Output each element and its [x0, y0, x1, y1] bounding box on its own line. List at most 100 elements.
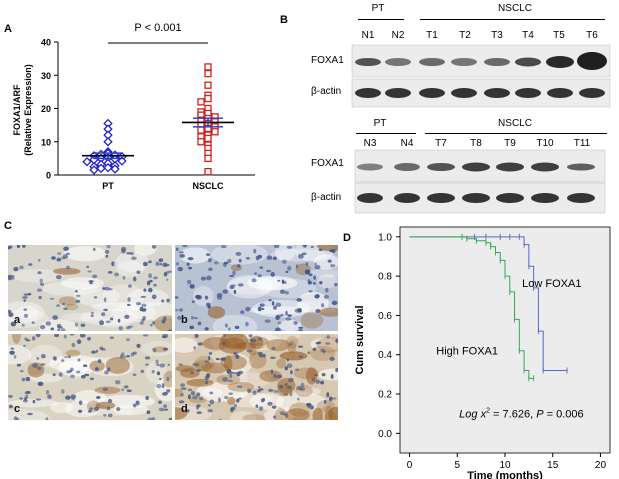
blot-band — [484, 88, 510, 98]
panel-d-high-label: High FOXA1 — [436, 346, 498, 358]
ihc-image-d: d — [175, 334, 338, 420]
panel-a-point-pt — [117, 156, 127, 166]
panel-a-ytick-label: 10 — [41, 137, 51, 147]
panel-a-category-label: PT — [102, 181, 114, 191]
blot-band — [451, 58, 477, 66]
panel-d-ytick-label: 0.8 — [378, 272, 392, 283]
ihc-label-b: b — [181, 314, 188, 326]
panel-a-point-nsclc — [204, 69, 212, 78]
panel-d-xtick-label: 5 — [454, 460, 460, 471]
blot-bottom-foxa1-label: FOXA1 — [311, 158, 344, 169]
panel-a-point-pt — [89, 165, 99, 175]
blot-band — [547, 88, 573, 98]
panel-d-survival-chart: 0.0 0.2 0.4 0.6 0.8 1.0 0 5 10 15 20 Cum survival Ti… — [354, 226, 611, 479]
blot-band — [427, 193, 455, 203]
panel-d-xtick-label: 20 — [595, 460, 607, 471]
blot-bottom-lane-n4: N4 — [400, 138, 414, 149]
panel-a-category-label: NSCLC — [193, 181, 224, 191]
blot-top-lane-t2: T2 — [459, 30, 471, 41]
blot-bottom-foxa1-band — [354, 149, 606, 183]
blot-band — [531, 162, 559, 172]
blot-bottom-group-nsclc-line — [425, 133, 607, 134]
blot-bottom-lane-t10: T10 — [536, 138, 554, 149]
blot-bottom-group-nsclc: NSCLC — [498, 118, 532, 129]
blot-band — [451, 88, 477, 98]
panel-a-point-nsclc — [204, 94, 212, 103]
blot-top-lane-n2: N2 — [391, 30, 405, 41]
panel-d-statistic: Log x2 = 7.626, P = 0.006 — [459, 408, 583, 421]
blot-band — [355, 88, 381, 98]
blot-bottom-lane-t8: T8 — [470, 138, 482, 149]
ihc-image-a: a — [8, 245, 172, 331]
panel-a-point-nsclc — [204, 134, 212, 143]
blot-band — [496, 193, 524, 203]
blot-bottom-group-pt-line — [356, 133, 416, 134]
blot-top-lane-t3: T3 — [491, 30, 503, 41]
panel-d-ytick-label: 0.6 — [378, 311, 392, 322]
blot-top-group-pt-line — [358, 19, 404, 20]
blot-band — [531, 193, 559, 203]
panel-a-point-pt — [110, 164, 120, 174]
panel-d-curve-low — [409, 236, 568, 371]
blot-band — [515, 88, 541, 98]
blot-band — [567, 193, 595, 203]
panel-a-ytick-label: 0 — [46, 171, 51, 181]
blot-top-foxa1-label: FOXA1 — [311, 55, 344, 66]
blot-band — [419, 88, 445, 98]
blot-top-lane-t6: T6 — [586, 30, 598, 41]
blot-bottom-group-pt: PT — [373, 118, 387, 129]
panel-d-letter: D — [343, 232, 351, 244]
panel-a-point-nsclc — [204, 81, 212, 89]
panel-a-point-nsclc — [197, 98, 205, 106]
panel-d-xtick-label: 15 — [547, 460, 559, 471]
blot-band — [385, 88, 411, 98]
panel-d-ytick-label: 0.0 — [378, 429, 392, 440]
panel-a-letter: A — [4, 23, 12, 35]
panel-a-pvalue: P < 0.001 — [134, 22, 181, 34]
panel-a-ytick-label: 40 — [41, 38, 51, 48]
ihc-image-b: b — [175, 245, 338, 331]
blot-bottom-actin-band — [354, 182, 606, 214]
blot-band — [462, 193, 490, 203]
panel-a-point-pt — [103, 162, 113, 173]
blot-band — [462, 162, 490, 172]
blot-top-lane-t1: T1 — [426, 30, 438, 41]
blot-band — [419, 58, 445, 66]
panel-a-point-nsclc — [204, 154, 212, 163]
blot-band — [357, 163, 383, 171]
panel-d-xlabel: Time (months) — [467, 470, 543, 479]
blot-top-actin-band — [351, 78, 611, 108]
blot-band — [577, 52, 607, 70]
blot-top-group-pt: PT — [371, 3, 385, 14]
panel-a-point-nsclc — [204, 63, 212, 71]
panel-a-scatter-chart: 0 10 20 30 40 FOXA1/ARF(Relative Expression) P… — [12, 22, 255, 191]
blot-band — [427, 163, 455, 171]
blot-band — [546, 56, 574, 68]
blot-bottom-actin-label: β-actin — [311, 192, 342, 203]
panel-c-letter: C — [4, 220, 12, 232]
blot-top-actin-label: β-actin — [311, 86, 342, 97]
panel-a-point-nsclc — [197, 138, 205, 146]
panel-d-ytick-label: 0.4 — [378, 350, 392, 361]
blot-bottom-lane-n3: N3 — [363, 138, 377, 149]
blot-top-lane-n1: N1 — [361, 30, 375, 41]
ihc-label-d: d — [181, 403, 188, 415]
blot-band — [394, 163, 420, 171]
blot-band — [394, 193, 420, 203]
panel-d-xtick-label: 10 — [499, 460, 511, 471]
blot-band — [484, 58, 510, 66]
blot-bottom-lane-t9: T9 — [504, 138, 516, 149]
blot-bottom-lane-t11: T11 — [573, 138, 591, 149]
panel-b-letter: B — [280, 14, 288, 26]
panel-a-ytick-label: 20 — [41, 104, 51, 114]
blot-band — [567, 163, 595, 171]
ihc-label-c: c — [14, 403, 21, 415]
panel-a-point-pt — [82, 156, 92, 167]
blot-band — [357, 193, 383, 203]
panel-a-point-nsclc — [211, 128, 219, 136]
panel-a-point-pt — [103, 137, 113, 147]
blot-bottom-lane-t7: T7 — [435, 138, 447, 149]
panel-d-ytick-label: 0.2 — [378, 390, 392, 401]
panel-a-point-pt — [96, 163, 106, 174]
blot-band — [496, 162, 524, 172]
